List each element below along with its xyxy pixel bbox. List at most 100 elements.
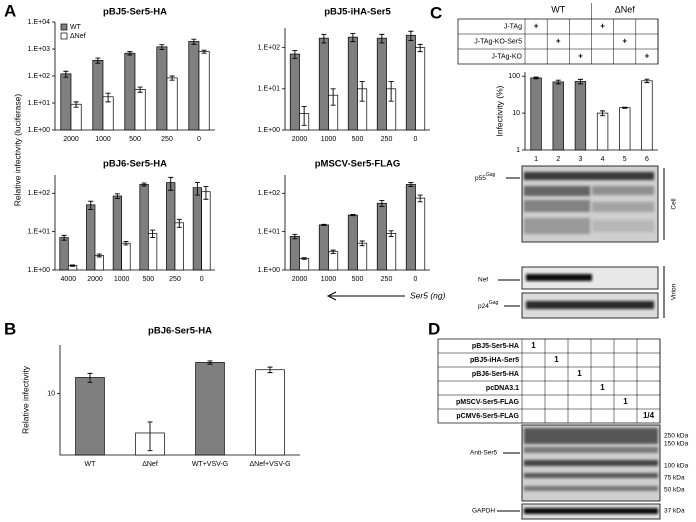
group-label: WT — [551, 4, 565, 14]
error-bar — [388, 230, 394, 237]
bar — [596, 112, 609, 151]
legend-label: WT — [70, 24, 82, 31]
error-bar — [169, 75, 175, 81]
y-tick-label: 1.E+01 — [28, 100, 50, 107]
bar — [112, 195, 123, 271]
row-label: pcDNA3.1 — [486, 385, 519, 392]
chart-title: pBJ6-Ser5-HA — [103, 159, 167, 170]
y-axis-label: Relative infectivity (luciferase) — [12, 94, 22, 207]
arrow — [497, 452, 520, 512]
error-bar — [207, 360, 213, 365]
x-axis-label: Ser5 (ng) — [410, 290, 446, 300]
error-bar — [292, 233, 298, 240]
chart-title: pBJ6-Ser5-HA — [148, 326, 212, 337]
error-bar — [321, 223, 327, 226]
error-bar — [533, 76, 539, 80]
bar — [405, 34, 416, 131]
cell: 1 — [554, 355, 559, 364]
y-tick-label: 1.E+02 — [258, 190, 280, 197]
y-tick-label: 1.E+00 — [258, 127, 280, 134]
protein: p55 — [475, 175, 486, 182]
error-bar — [350, 214, 356, 217]
bar — [86, 204, 96, 271]
error-bar — [267, 366, 273, 374]
axis — [54, 175, 215, 271]
x-tick-label: 0 — [414, 136, 418, 143]
error-bar — [359, 240, 365, 247]
y-tick-label: 10 — [47, 390, 55, 397]
blot-label: GAPDH — [472, 508, 495, 515]
row-label: pBJ6-Ser5-HA — [472, 371, 519, 378]
cell: 1/4 — [643, 411, 655, 420]
x-tick-label: 3 — [578, 156, 582, 163]
panel-letter: A — [4, 1, 16, 20]
bar — [188, 41, 200, 131]
cell: 1 — [600, 383, 605, 392]
bar — [552, 81, 564, 151]
x-tick-label: 2000 — [87, 276, 103, 283]
error-bar — [379, 33, 385, 44]
size-marker: 100 kDa — [664, 463, 689, 470]
error-bar — [330, 249, 336, 254]
bar — [75, 377, 105, 456]
y-tick-label: 1.E+00 — [28, 267, 50, 274]
error-bar — [159, 44, 165, 51]
arrow — [326, 291, 405, 301]
error-bar — [388, 81, 394, 102]
chart-title: pBJ5-Ser5-HA — [103, 7, 167, 18]
y-tick-label: 1.E+02 — [258, 44, 280, 51]
y-tick-label: 100 — [508, 73, 520, 80]
x-tick-label: ΔNef+VSV-G — [249, 461, 290, 468]
error-bar — [408, 30, 414, 41]
bar — [124, 52, 136, 131]
bar — [318, 224, 329, 271]
y-axis-label: Infectivity (%) — [494, 85, 504, 136]
x-tick-label: 250 — [381, 136, 393, 143]
error-bar — [96, 253, 102, 258]
error-bar — [147, 421, 153, 452]
x-tick-label: 1000 — [321, 276, 337, 283]
cell: 1 — [623, 397, 628, 406]
cell: 1 — [577, 369, 582, 378]
bar — [289, 53, 300, 131]
bar — [530, 77, 542, 151]
bar — [70, 103, 82, 131]
blot-label: p24Gag — [478, 300, 499, 309]
size-marker: 250 kDa — [664, 433, 689, 440]
bar — [174, 222, 184, 271]
bar — [255, 369, 285, 456]
x-tick-label: 1 — [534, 156, 538, 163]
x-tick-label: 250 — [381, 276, 393, 283]
error-bar — [150, 229, 156, 239]
row-label: pMSCV-Ser5-FLAG — [456, 399, 520, 406]
cell: + — [600, 22, 605, 31]
cell: 1 — [531, 341, 536, 350]
error-bar — [168, 176, 174, 191]
size-marker: 50 kDa — [664, 487, 685, 494]
y-tick-label: 1.E+01 — [258, 228, 280, 235]
error-bar — [105, 92, 111, 103]
x-tick-label: 0 — [200, 276, 204, 283]
y-tick-label: 10 — [512, 110, 520, 117]
error-bar — [95, 57, 101, 64]
error-bar — [203, 186, 209, 200]
error-bar — [176, 218, 182, 228]
y-tick-label: 1.E+00 — [28, 127, 50, 134]
bar — [134, 89, 146, 131]
legend-label: ΔNef — [70, 33, 86, 40]
bar — [121, 242, 131, 271]
x-tick-label: 4000 — [61, 276, 77, 283]
bar — [347, 36, 358, 131]
x-tick-label: 500 — [352, 136, 364, 143]
row-label: J-TAg — [504, 23, 522, 30]
error-bar — [379, 200, 385, 208]
blot-ser5 — [521, 424, 661, 502]
bar — [328, 251, 339, 271]
bar — [289, 236, 300, 271]
y-tick-label: 1.E+02 — [28, 190, 50, 197]
bar — [415, 47, 426, 131]
error-bar — [644, 78, 650, 84]
error-bar — [141, 182, 147, 187]
y-tick-label: 1.E+03 — [28, 46, 50, 53]
